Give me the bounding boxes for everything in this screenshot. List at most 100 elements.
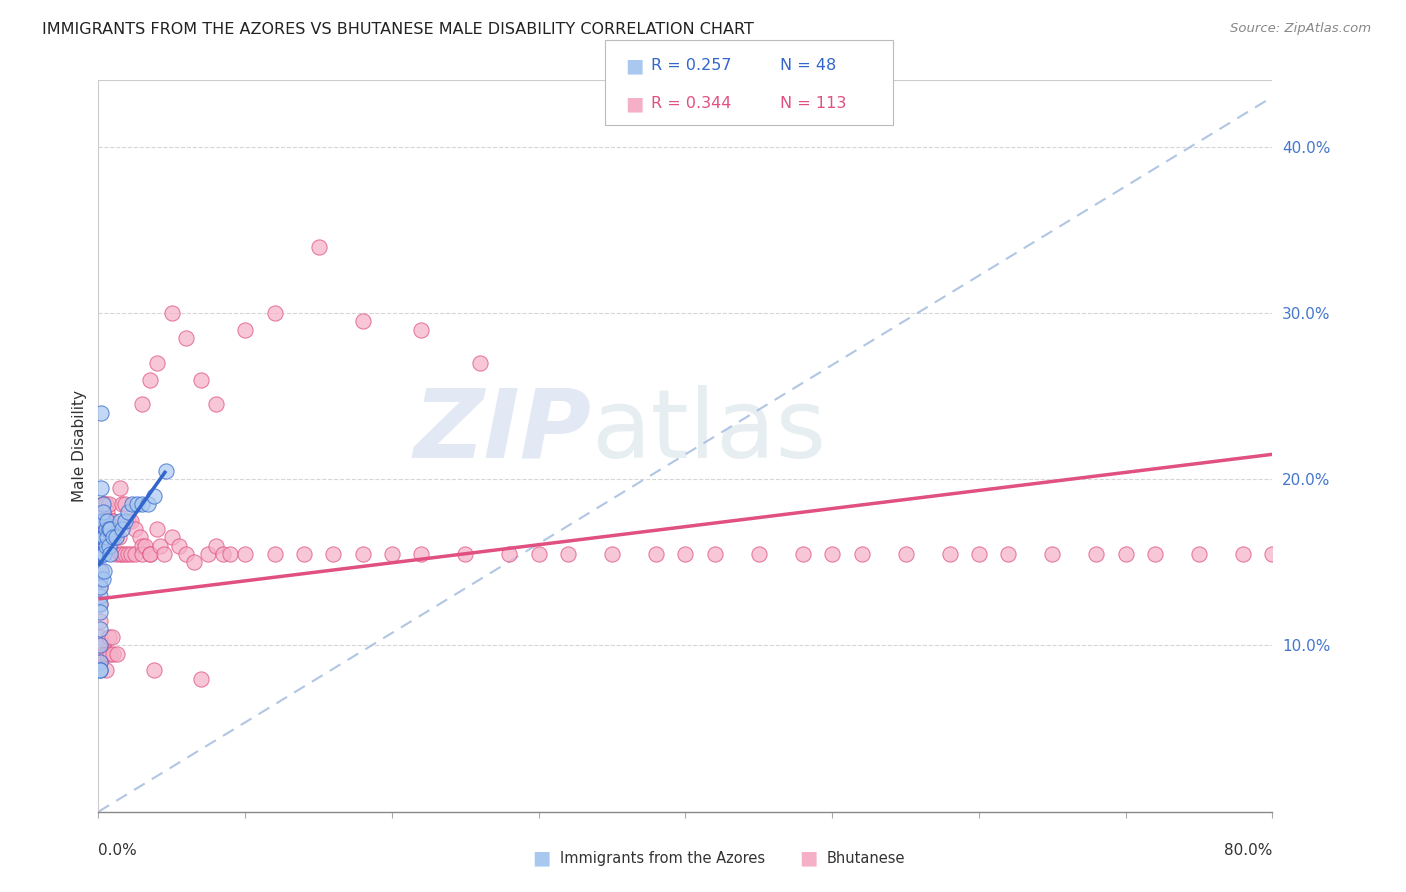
Point [263,306,285,320]
Point [90,514,112,528]
Point [205,539,228,553]
Point [176,331,198,345]
Point [96,647,118,661]
Text: Bhutanese: Bhutanese [827,851,905,865]
Point [1040,547,1063,561]
Point [149,539,172,553]
Point [90,406,112,420]
Point [1144,547,1167,561]
Text: Immigrants from the Azores: Immigrants from the Azores [560,851,765,865]
Point [233,323,256,337]
Point [1261,547,1284,561]
Point [894,547,917,561]
Point [89,572,111,586]
Point [94,514,117,528]
Point [97,539,120,553]
Point [1085,547,1108,561]
Point [105,530,128,544]
Point [89,547,111,561]
Point [128,530,150,544]
Text: R = 0.257: R = 0.257 [651,58,731,73]
Point [108,530,131,544]
Point [93,514,115,528]
Point [117,547,139,561]
Point [114,497,136,511]
Point [90,647,112,661]
Text: ZIP: ZIP [413,384,592,478]
Text: ■: ■ [799,848,818,868]
Point [89,655,111,669]
Point [153,547,176,561]
Text: ■: ■ [626,95,644,113]
Point [498,547,520,561]
Point [1188,547,1211,561]
Point [322,547,344,561]
Point [131,397,153,411]
Point [120,514,142,528]
Point [176,547,198,561]
Point [98,647,121,661]
Text: N = 48: N = 48 [780,58,837,73]
Point [91,514,114,528]
Point [219,547,242,561]
Point [167,539,190,553]
Point [131,547,153,561]
Point [89,614,111,628]
Point [90,564,112,578]
Point [110,481,132,495]
Point [134,539,156,553]
Point [821,547,844,561]
Point [90,481,112,495]
Point [125,497,148,511]
Point [97,630,120,644]
Point [190,672,212,686]
Point [107,647,129,661]
Point [114,514,136,528]
Point [1232,547,1254,561]
Point [89,589,111,603]
Text: ■: ■ [531,848,551,868]
Point [101,530,124,544]
Point [101,647,124,661]
Point [143,664,166,678]
Text: 80.0%: 80.0% [1225,843,1272,858]
Point [101,514,124,528]
Point [381,547,404,561]
Point [91,514,114,528]
Point [111,497,134,511]
Point [94,539,117,553]
Point [292,547,315,561]
Text: R = 0.344: R = 0.344 [651,96,731,112]
Point [120,547,142,561]
Point [91,639,114,653]
Point [146,356,169,370]
Point [91,547,114,561]
Point [197,547,219,561]
Point [454,547,477,561]
Point [93,547,115,561]
Point [160,306,183,320]
Text: ■: ■ [626,56,644,75]
Point [97,514,120,528]
Point [468,356,491,370]
Y-axis label: Male Disability: Male Disability [72,390,87,502]
Point [93,647,115,661]
Point [114,547,136,561]
Point [139,372,162,386]
Point [100,514,122,528]
Point [967,547,990,561]
Point [94,664,117,678]
Text: atlas: atlas [592,384,827,478]
Point [89,655,111,669]
Point [89,580,111,594]
Point [89,564,111,578]
Point [183,555,205,569]
Point [91,572,114,586]
Point [205,397,228,411]
Point [131,497,153,511]
Point [98,547,121,561]
Point [124,547,146,561]
Point [91,497,114,511]
Point [96,530,118,544]
Point [645,547,668,561]
